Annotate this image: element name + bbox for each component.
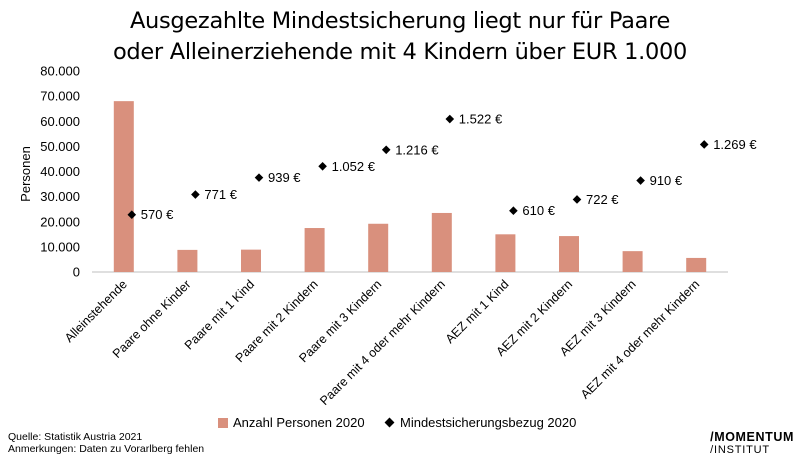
bar-7 — [495, 234, 516, 272]
point-4 — [318, 161, 327, 171]
bar-8 — [559, 236, 579, 272]
source-text: Quelle: Statistik Austria 2021 — [8, 431, 143, 443]
point-label-9: 910 € — [650, 173, 683, 188]
legend-label-points: Mindestsicherungsbezug 2020 — [400, 415, 577, 430]
point-8 — [572, 195, 582, 204]
y-tick-label: 40.000 — [40, 164, 80, 179]
point-label-4: 1.052 € — [332, 159, 376, 174]
bar-4 — [304, 228, 325, 272]
category-label-7: AEZ mit 1 Kind — [443, 277, 512, 346]
point-label-7: 610 € — [522, 203, 555, 218]
y-tick-label: 10.000 — [40, 239, 80, 254]
bar-3 — [241, 249, 261, 272]
y-tick-label: 80.000 — [40, 64, 80, 79]
y-tick-label: 20.000 — [40, 214, 80, 229]
legend-item-points: Mindestsicherungsbezug 2020 — [384, 415, 577, 430]
bar-series — [113, 101, 707, 273]
point-9 — [636, 176, 645, 185]
point-label-5: 1.216 € — [395, 142, 439, 157]
point-10 — [699, 140, 709, 149]
point-3 — [254, 173, 264, 182]
y-axis: 0 10.000 20.000 30.000 40.000 50.000 60.000 70.… — [40, 64, 80, 280]
point-label-2: 771 € — [204, 187, 237, 202]
bar-9 — [622, 251, 643, 272]
category-label-6: Paare mit 4 oder mehr Kindern — [317, 277, 448, 408]
logo-line-2: /INSTITUT — [710, 444, 770, 456]
y-tick-label: 60.000 — [40, 114, 80, 129]
point-label-10: 1.269 € — [713, 137, 757, 152]
point-series: 570 € 771 € 939 € 1.052 € 1.216 € 1.522 € 610 … — [127, 112, 757, 222]
source-note: Quelle: Statistik Austria 2021 Anmerkung… — [8, 431, 204, 455]
bar-5 — [368, 223, 389, 272]
chart-title: Ausgezahlte Mindestsicherung liegt nur f… — [0, 6, 800, 68]
legend-item-bars: Anzahl Personen 2020 — [218, 415, 365, 430]
bar-2 — [177, 249, 198, 272]
legend-diamond-icon — [384, 417, 395, 428]
point-label-6: 1.522 € — [459, 112, 503, 127]
annotation-text: Anmerkungen: Daten zu Vorarlberg fehlen — [8, 443, 205, 455]
point-label-3: 939 € — [268, 170, 301, 185]
legend-label-bars: Anzahl Personen 2020 — [233, 415, 365, 430]
point-6 — [445, 114, 455, 124]
point-label-8: 722 € — [586, 192, 619, 207]
y-tick-label: 70.000 — [40, 89, 80, 104]
chart-title-line-1: Ausgezahlte Mindestsicherung liegt nur f… — [129, 8, 671, 34]
point-label-1: 570 € — [141, 207, 174, 222]
y-axis-label: Personen — [18, 146, 33, 202]
category-label-1: Alleinstehende — [62, 277, 130, 345]
chart-canvas: 0 10.000 20.000 30.000 40.000 50.000 60.000 70.… — [18, 64, 757, 408]
bar-10 — [686, 257, 707, 272]
momentum-logo: /MOMENTUM /INSTITUT — [710, 431, 794, 457]
category-label-10: AEZ mit 4 oder mehr Kindern — [578, 277, 702, 401]
logo-line-1: /MOMENTUM — [710, 430, 794, 444]
y-tick-label: 0 — [73, 265, 80, 280]
point-2 — [191, 190, 200, 199]
point-5 — [381, 145, 391, 155]
legend-swatch-bars — [218, 417, 228, 428]
bar-6 — [431, 212, 452, 272]
bar-1 — [113, 101, 134, 273]
point-1 — [127, 210, 137, 220]
point-7 — [509, 206, 518, 215]
y-tick-label: 30.000 — [40, 189, 80, 204]
chart-title-line-2: oder Alleinerziehende mit 4 Kindern über… — [112, 39, 688, 65]
y-tick-label: 50.000 — [40, 139, 80, 154]
